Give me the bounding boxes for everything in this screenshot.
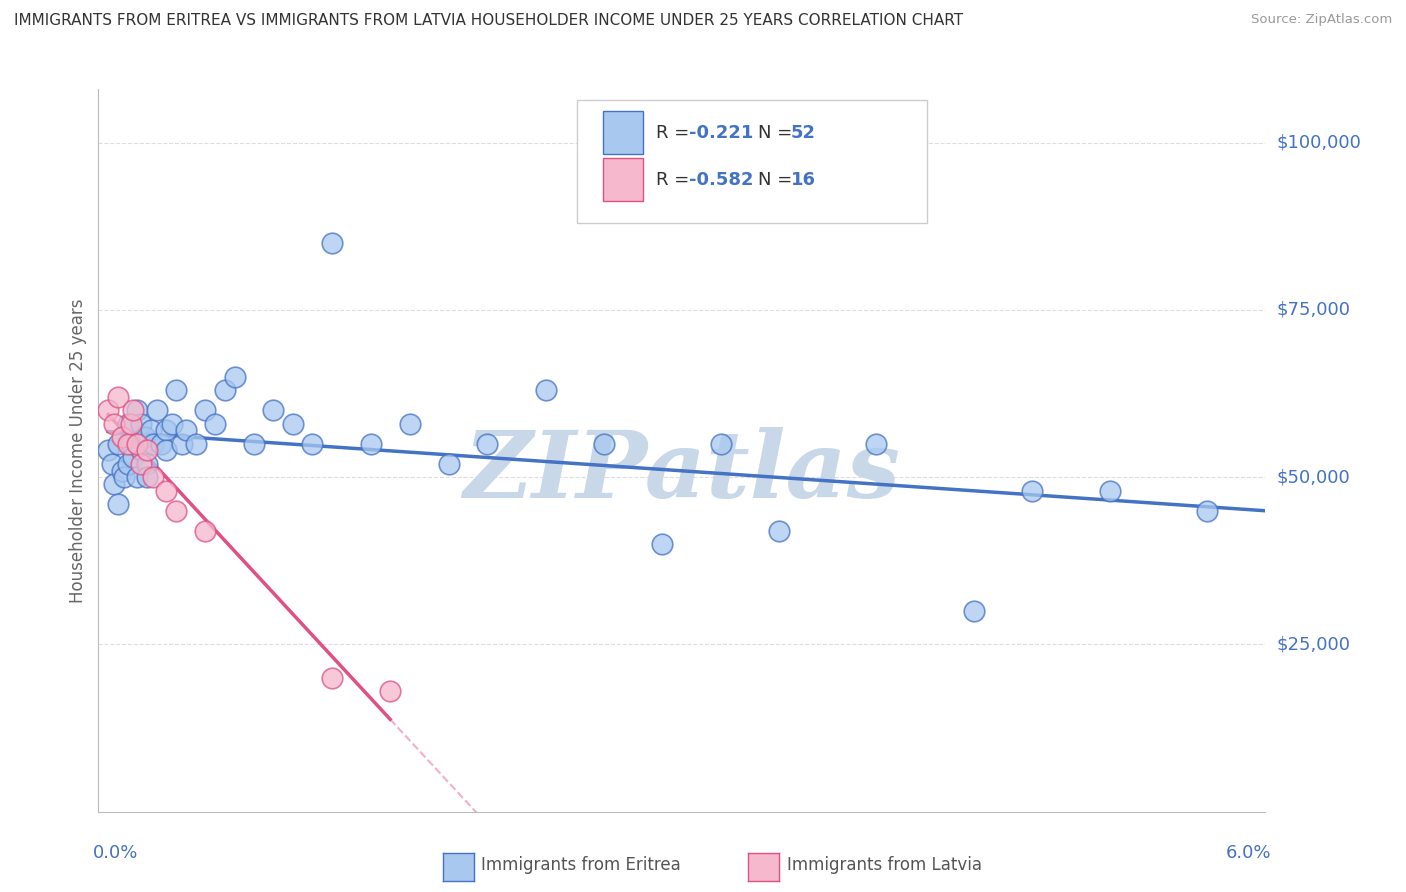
- Text: N =: N =: [758, 124, 797, 142]
- Point: [477, 436, 499, 450]
- Point: [136, 470, 159, 484]
- Point: [122, 403, 145, 417]
- Point: [194, 403, 217, 417]
- Point: [101, 457, 124, 471]
- Point: [214, 384, 236, 398]
- FancyBboxPatch shape: [576, 100, 927, 223]
- Text: IMMIGRANTS FROM ERITREA VS IMMIGRANTS FROM LATVIA HOUSEHOLDER INCOME UNDER 25 YE: IMMIGRANTS FROM ERITREA VS IMMIGRANTS FR…: [14, 13, 963, 29]
- Point: [134, 430, 156, 444]
- Point: [139, 424, 162, 438]
- Text: -0.221: -0.221: [689, 124, 754, 142]
- Point: [121, 417, 143, 431]
- Point: [107, 436, 129, 450]
- Point: [768, 524, 790, 538]
- Point: [129, 457, 152, 471]
- Point: [651, 537, 673, 551]
- Point: [127, 403, 149, 417]
- Point: [136, 457, 159, 471]
- Point: [398, 417, 420, 431]
- Point: [111, 430, 134, 444]
- Text: Immigrants from Eritrea: Immigrants from Eritrea: [481, 856, 681, 874]
- Point: [117, 457, 139, 471]
- Point: [1197, 503, 1219, 517]
- Point: [170, 436, 193, 450]
- Point: [593, 436, 616, 450]
- Point: [129, 417, 152, 431]
- Y-axis label: Householder Income Under 25 years: Householder Income Under 25 years: [69, 298, 87, 603]
- Text: -0.582: -0.582: [689, 170, 754, 188]
- Point: [962, 604, 984, 618]
- Point: [136, 443, 159, 458]
- FancyBboxPatch shape: [603, 158, 644, 202]
- Text: $100,000: $100,000: [1277, 134, 1361, 152]
- Point: [107, 390, 129, 404]
- Point: [142, 436, 165, 450]
- Point: [112, 470, 135, 484]
- Point: [534, 384, 557, 398]
- Point: [321, 235, 343, 250]
- Point: [710, 436, 733, 450]
- Point: [204, 417, 226, 431]
- Point: [162, 417, 184, 431]
- Point: [174, 424, 197, 438]
- Text: ZIPatlas: ZIPatlas: [464, 427, 900, 517]
- Point: [165, 384, 187, 398]
- Text: 16: 16: [790, 170, 815, 188]
- Text: $75,000: $75,000: [1277, 301, 1351, 319]
- Point: [865, 436, 887, 450]
- Point: [107, 497, 129, 511]
- Point: [155, 483, 177, 498]
- Point: [194, 524, 217, 538]
- Text: N =: N =: [758, 170, 797, 188]
- Point: [360, 436, 382, 450]
- Point: [97, 443, 120, 458]
- Point: [1098, 483, 1121, 498]
- Text: R =: R =: [657, 170, 695, 188]
- Point: [129, 443, 152, 458]
- Point: [97, 403, 120, 417]
- Point: [117, 436, 139, 450]
- Text: $50,000: $50,000: [1277, 468, 1350, 486]
- Point: [281, 417, 304, 431]
- Point: [127, 436, 149, 450]
- Point: [155, 424, 177, 438]
- Point: [437, 457, 460, 471]
- Point: [224, 369, 246, 384]
- Point: [146, 403, 169, 417]
- Point: [243, 436, 266, 450]
- Point: [142, 470, 165, 484]
- Text: Immigrants from Latvia: Immigrants from Latvia: [787, 856, 983, 874]
- Point: [149, 436, 172, 450]
- Point: [262, 403, 284, 417]
- Point: [103, 417, 125, 431]
- Point: [117, 417, 139, 431]
- Text: 0.0%: 0.0%: [93, 844, 138, 863]
- Text: $25,000: $25,000: [1277, 635, 1351, 654]
- Point: [165, 503, 187, 517]
- Text: R =: R =: [657, 124, 695, 142]
- Point: [155, 443, 177, 458]
- FancyBboxPatch shape: [603, 111, 644, 154]
- Point: [121, 436, 143, 450]
- Point: [103, 476, 125, 491]
- Point: [111, 464, 134, 478]
- Point: [127, 470, 149, 484]
- Text: 52: 52: [790, 124, 815, 142]
- Text: Source: ZipAtlas.com: Source: ZipAtlas.com: [1251, 13, 1392, 27]
- Point: [380, 684, 402, 698]
- Point: [184, 436, 207, 450]
- Point: [122, 450, 145, 464]
- Point: [321, 671, 343, 685]
- Text: 6.0%: 6.0%: [1226, 844, 1271, 863]
- Point: [301, 436, 323, 450]
- Point: [1021, 483, 1043, 498]
